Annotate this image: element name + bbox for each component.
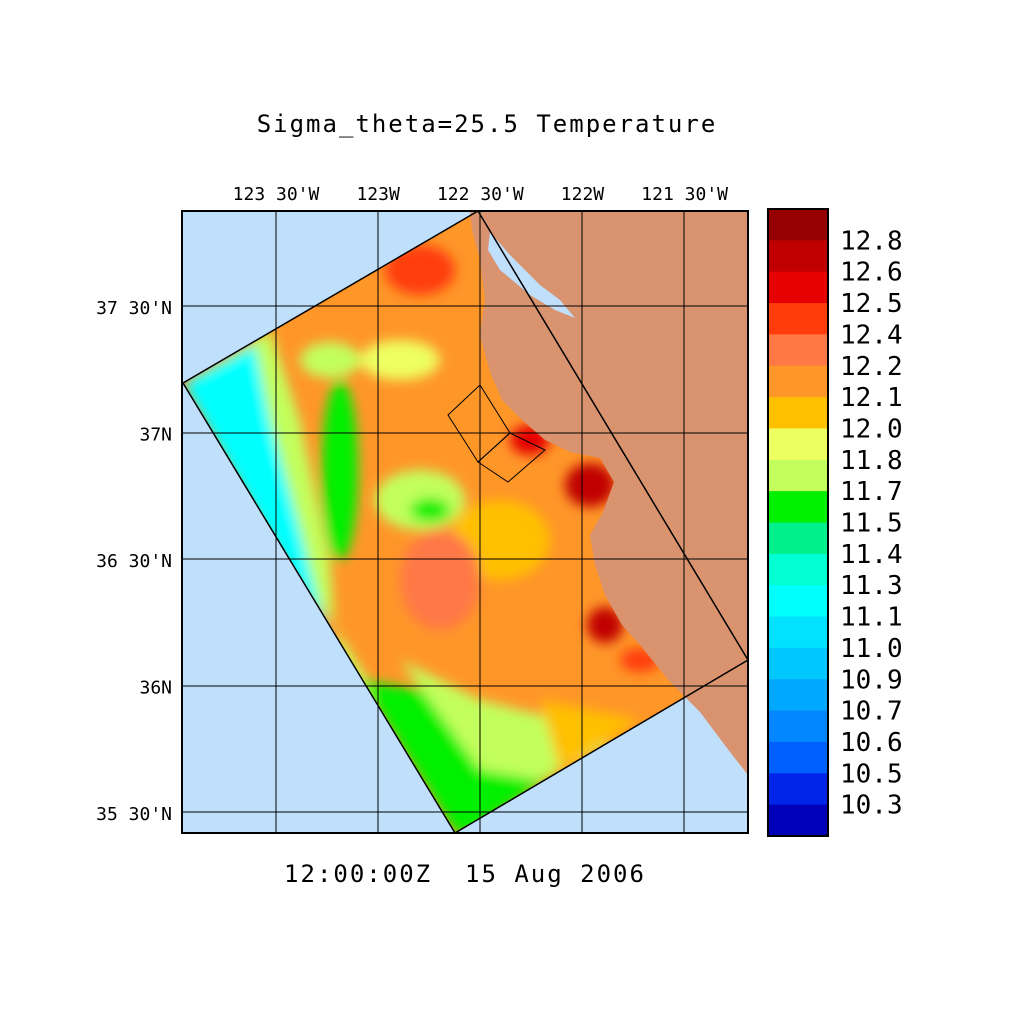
colorbar-swatch (768, 522, 828, 555)
colorbar-swatch (768, 209, 828, 241)
colorbar-swatch (768, 804, 828, 837)
y-tick-label: 36 30'N (96, 551, 172, 572)
colorbar-swatch (768, 710, 828, 743)
x-tick-label: 121 30'W (641, 184, 728, 205)
colorbar-label: 12.0 (840, 414, 903, 444)
colorbar-swatch (768, 647, 828, 680)
colorbar-label: 10.6 (840, 728, 903, 758)
x-tick-label: 122 30'W (437, 184, 524, 205)
colorbar-label: 12.5 (840, 289, 903, 319)
x-tick-label: 122W (561, 184, 605, 205)
colorbar-swatch (768, 240, 828, 273)
colorbar-label: 10.3 (840, 791, 903, 821)
map-title: Sigma_theta=25.5 Temperature (257, 110, 718, 138)
colorbar: 12.812.612.512.412.212.112.011.811.711.5… (767, 208, 903, 837)
colorbar-label: 11.4 (840, 540, 903, 570)
colorbar-label: 10.7 (840, 697, 903, 727)
plot-frame (181, 210, 749, 834)
colorbar-label: 12.4 (840, 320, 903, 350)
colorbar-swatch (768, 428, 828, 461)
y-tick-label: 37 30'N (96, 298, 172, 319)
colorbar-swatch (768, 459, 828, 492)
nested-boxes (447, 384, 546, 483)
colorbar-label: 12.1 (840, 383, 903, 413)
colorbar-label: 12.6 (840, 258, 903, 288)
colorbar-swatch (768, 741, 828, 774)
colorbar-label: 11.0 (840, 634, 903, 664)
x-tick-label: 123 30'W (233, 184, 320, 205)
colorbar-label: 12.2 (840, 352, 903, 382)
colorbar-swatch (768, 616, 828, 649)
land (470, 211, 748, 775)
colorbar-swatch (768, 553, 828, 586)
bay (488, 232, 575, 318)
colorbar-label: 11.8 (840, 446, 903, 476)
green-band-south (360, 680, 560, 833)
colorbar-label: 10.5 (840, 759, 903, 789)
colorbar-swatch (768, 303, 828, 335)
y-tick-label: 37N (139, 425, 172, 446)
y-tick-label: 36N (139, 677, 172, 698)
colorbar-label: 11.5 (840, 509, 903, 539)
colorbar-swatch (768, 334, 828, 367)
colorbar-frame (767, 208, 829, 837)
colorbar-swatch (768, 271, 828, 304)
graticule (182, 211, 748, 833)
colorbar-swatch (768, 397, 828, 429)
colorbar-label: 12.8 (840, 226, 903, 256)
x-tick-label: 123W (356, 184, 400, 205)
time-label: 12:00:00Z 15 Aug 2006 (284, 860, 646, 888)
colorbar-label: 10.9 (840, 665, 903, 695)
colorbar-swatch (768, 679, 828, 712)
colorbar-label: 11.3 (840, 571, 903, 601)
colorbar-label: 11.1 (840, 603, 903, 633)
colorbar-swatch (768, 365, 828, 398)
y-tick-label: 35 30'N (96, 804, 172, 825)
colorbar-swatch (768, 585, 828, 618)
colorbar-swatch (768, 491, 828, 523)
colorbar-swatch (768, 773, 828, 806)
colorbar-label: 11.7 (840, 477, 903, 507)
